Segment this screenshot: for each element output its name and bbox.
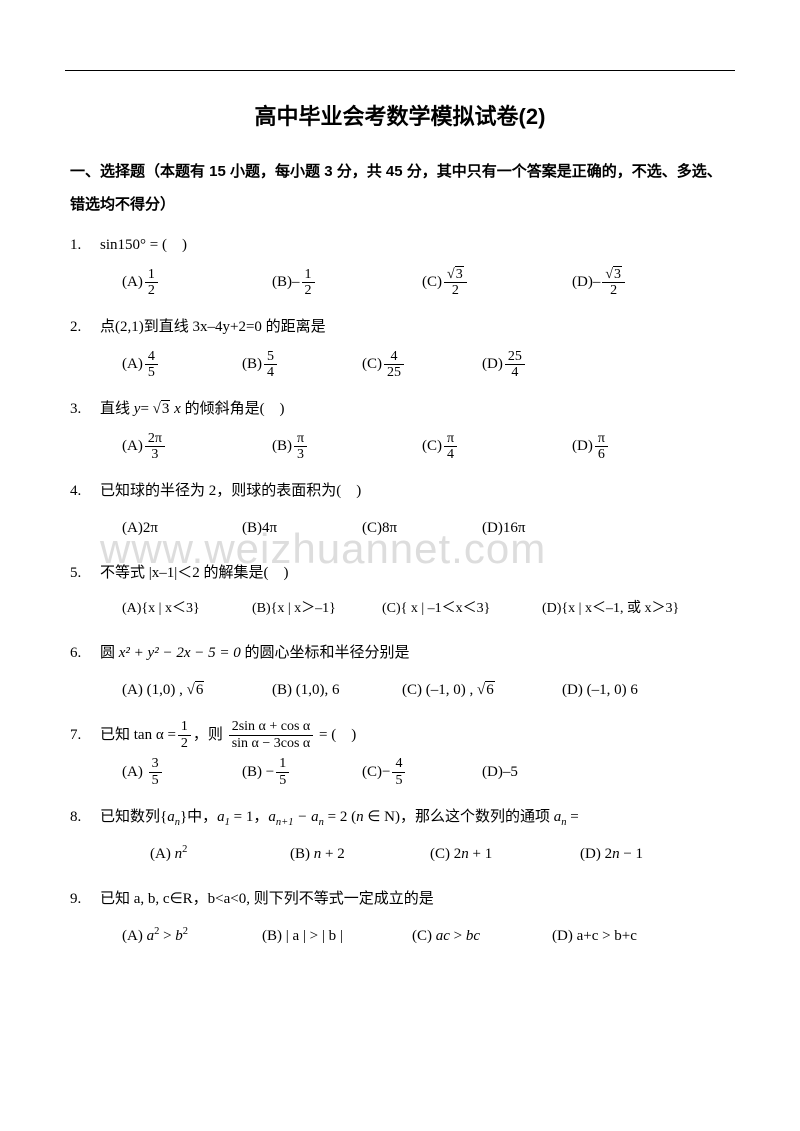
question-4: 4. 已知球的半径为 2，则球的表面积为( ) (A)2π (B)4π (C)8…: [70, 475, 730, 551]
q2-opt-c: (C)425: [362, 348, 482, 381]
q6-num: 6.: [70, 637, 100, 713]
q7-stem-b: ，则: [193, 727, 227, 743]
q5-opt-b: (B){x | x＞–1}: [252, 594, 382, 625]
q6-opt-b: (B) (1,0), 6: [272, 674, 402, 707]
q8-num: 8.: [70, 801, 100, 877]
q4-opt-b: (B)4π: [242, 512, 362, 545]
q7-opt-c: (C)−45: [362, 756, 482, 789]
q6-stem-b: 的圆心坐标和半径分别是: [241, 645, 410, 661]
q8-opt-a: (A) n2: [150, 838, 290, 871]
q6-stem-a: 圆: [100, 645, 119, 661]
q3-stem-b: 的倾斜角是( ): [181, 401, 285, 417]
q8-opt-c: (C) 2n + 1: [430, 838, 580, 871]
question-1: 1. sin150° = ( ) (A)12 (B)–12 (C)32 (D)–…: [70, 229, 730, 305]
q7-num: 7.: [70, 719, 100, 795]
q8-stem-a: 已知数列{: [100, 809, 167, 825]
section-header: 一、选择题（本题有 15 小题，每小题 3 分，共 45 分，其中只有一个答案是…: [70, 155, 730, 221]
q5-opt-a: (A){x | x＜3}: [122, 594, 252, 625]
q3-opt-a: (A)2π3: [122, 430, 272, 463]
q6-opt-a: (A) (1,0) , 6: [122, 674, 272, 707]
page-title: 高中毕业会考数学模拟试卷(2): [70, 99, 730, 131]
q2-opt-a: (A)45: [122, 348, 242, 381]
q1-opt-d: (D)–32: [572, 266, 722, 299]
q7-opt-d: (D)–5: [482, 756, 602, 789]
q5-opt-d: (D){x | x＜–1, 或 x＞3}: [542, 594, 679, 625]
q2-num: 2.: [70, 311, 100, 387]
q9-num: 9.: [70, 883, 100, 959]
q4-num: 4.: [70, 475, 100, 551]
q8-opt-d: (D) 2n − 1: [580, 838, 643, 871]
question-8: 8. 已知数列{an}中，a1 = 1，an+1 − an = 2 (n ∈ N…: [70, 801, 730, 877]
q7-opt-a: (A) 35: [122, 756, 242, 789]
q7-stem-c: = ( ): [315, 727, 356, 743]
question-7: 7. 已知 tan α =12，则 2sin α + cos αsin α − …: [70, 719, 730, 795]
q3-opt-d: (D)π6: [572, 430, 722, 463]
q3-num: 3.: [70, 393, 100, 469]
q4-opt-c: (C)8π: [362, 512, 482, 545]
q9-opt-d: (D) a+c > b+c: [552, 920, 637, 953]
q9-opt-a: (A) a2 > b2: [122, 920, 262, 953]
q1-opt-a: (A)12: [122, 266, 272, 299]
question-3: 3. 直线 y= 3 x 的倾斜角是( ) (A)2π3 (B)π3 (C)π4…: [70, 393, 730, 469]
q7-stem-a: 已知: [100, 727, 134, 743]
q5-opt-c: (C){ x | –1＜x＜3}: [382, 594, 542, 625]
q7-opt-b: (B) −15: [242, 756, 362, 789]
q9-stem: 已知 a, b, c∈R，b<a<0, 则下列不等式一定成立的是: [100, 891, 434, 907]
q2-opt-b: (B)54: [242, 348, 362, 381]
q9-opt-b: (B) | a | > | b |: [262, 920, 412, 953]
q1-num: 1.: [70, 229, 100, 305]
q4-opt-a: (A)2π: [122, 512, 242, 545]
q1-opt-c: (C)32: [422, 266, 572, 299]
q6-opt-c: (C) (–1, 0) , 6: [402, 674, 562, 707]
q9-opt-c: (C) ac > bc: [412, 920, 552, 953]
q3-opt-c: (C)π4: [422, 430, 572, 463]
question-2: 2. 点(2,1)到直线 3x–4y+2=0 的距离是 (A)45 (B)54 …: [70, 311, 730, 387]
q8-opt-b: (B) n + 2: [290, 838, 430, 871]
q2-opt-d: (D)254: [482, 348, 602, 381]
q6-opt-d: (D) (–1, 0) 6: [562, 674, 638, 707]
q5-stem: 不等式 |x–1|＜2 的解集是( ): [100, 565, 289, 581]
q4-opt-d: (D)16π: [482, 512, 602, 545]
q3-stem-a: 直线: [100, 401, 134, 417]
q5-num: 5.: [70, 557, 100, 631]
q4-stem: 已知球的半径为 2，则球的表面积为( ): [100, 483, 361, 499]
q1-stem-a: sin150°: [100, 237, 146, 253]
q3-opt-b: (B)π3: [272, 430, 422, 463]
q2-stem: 点(2,1)到直线 3x–4y+2=0 的距离是: [100, 319, 326, 335]
question-5: 5. 不等式 |x–1|＜2 的解集是( ) (A){x | x＜3} (B){…: [70, 557, 730, 631]
question-6: 6. 圆 x² + y² − 2x − 5 = 0 的圆心坐标和半径分别是 (A…: [70, 637, 730, 713]
question-9: 9. 已知 a, b, c∈R，b<a<0, 则下列不等式一定成立的是 (A) …: [70, 883, 730, 959]
top-rule: [65, 70, 735, 71]
q1-opt-b: (B)–12: [272, 266, 422, 299]
q1-stem-b: = ( ): [146, 237, 187, 253]
